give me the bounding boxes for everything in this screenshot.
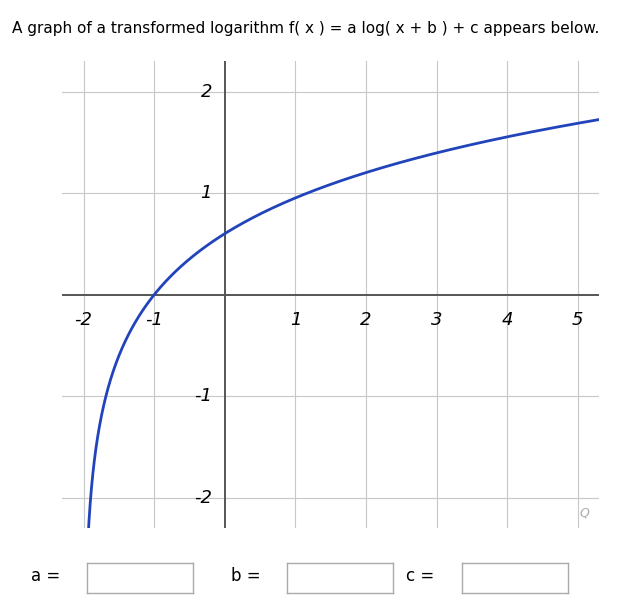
Text: A graph of a transformed logarithm f( x ) = a log( x + b ) + c appears below.: A graph of a transformed logarithm f( x … (12, 21, 600, 36)
Text: b =: b = (231, 567, 260, 585)
Text: Q: Q (580, 507, 590, 519)
Text: c =: c = (406, 567, 434, 585)
Text: 5: 5 (572, 311, 583, 329)
Text: -1: -1 (194, 387, 212, 405)
Text: 1: 1 (290, 311, 301, 329)
Text: a =: a = (31, 567, 61, 585)
Text: 1: 1 (200, 184, 212, 202)
Text: 3: 3 (431, 311, 442, 329)
Text: -1: -1 (145, 311, 163, 329)
Text: -2: -2 (194, 489, 212, 507)
Text: 2: 2 (360, 311, 372, 329)
Text: 4: 4 (502, 311, 513, 329)
Text: -2: -2 (75, 311, 92, 329)
Text: 2: 2 (200, 83, 212, 101)
